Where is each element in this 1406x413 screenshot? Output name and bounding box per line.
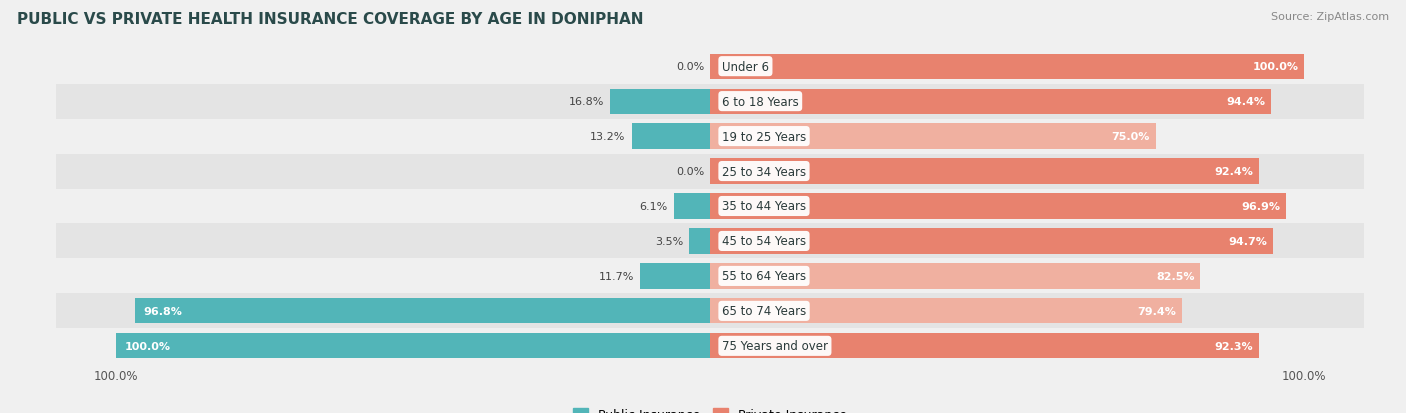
Bar bbox=[710, 229, 1272, 254]
Text: 75 Years and over: 75 Years and over bbox=[721, 339, 828, 352]
Text: 16.8%: 16.8% bbox=[569, 97, 605, 107]
Text: 19 to 25 Years: 19 to 25 Years bbox=[721, 130, 806, 143]
Bar bbox=[710, 124, 1156, 150]
Text: 65 to 74 Years: 65 to 74 Years bbox=[721, 305, 806, 318]
Bar bbox=[56, 294, 1364, 329]
Bar bbox=[710, 194, 1286, 219]
Bar bbox=[710, 299, 1182, 324]
Text: 11.7%: 11.7% bbox=[599, 271, 634, 281]
Bar bbox=[710, 263, 1201, 289]
Text: 75.0%: 75.0% bbox=[1112, 132, 1150, 142]
Bar bbox=[710, 333, 1258, 358]
Text: 79.4%: 79.4% bbox=[1137, 306, 1175, 316]
Bar bbox=[673, 194, 710, 219]
Bar bbox=[56, 84, 1364, 119]
Text: 6 to 18 Years: 6 to 18 Years bbox=[721, 95, 799, 108]
Text: 96.8%: 96.8% bbox=[143, 306, 183, 316]
Bar bbox=[56, 329, 1364, 363]
Text: 0.0%: 0.0% bbox=[676, 166, 704, 177]
Bar bbox=[56, 154, 1364, 189]
Text: 3.5%: 3.5% bbox=[655, 236, 683, 247]
Bar bbox=[710, 159, 1260, 184]
Text: 13.2%: 13.2% bbox=[591, 132, 626, 142]
Bar bbox=[610, 89, 710, 114]
Text: 0.0%: 0.0% bbox=[676, 62, 704, 72]
Text: Source: ZipAtlas.com: Source: ZipAtlas.com bbox=[1271, 12, 1389, 22]
Text: 94.4%: 94.4% bbox=[1226, 97, 1265, 107]
Bar bbox=[710, 55, 1305, 80]
Text: 96.9%: 96.9% bbox=[1241, 202, 1279, 211]
Bar bbox=[710, 89, 1271, 114]
Bar bbox=[689, 229, 710, 254]
Text: 45 to 54 Years: 45 to 54 Years bbox=[721, 235, 806, 248]
Bar bbox=[135, 299, 710, 324]
Text: 6.1%: 6.1% bbox=[640, 202, 668, 211]
Bar bbox=[641, 263, 710, 289]
Legend: Public Insurance, Private Insurance: Public Insurance, Private Insurance bbox=[568, 404, 852, 413]
Bar bbox=[56, 224, 1364, 259]
Bar bbox=[56, 50, 1364, 84]
Text: 82.5%: 82.5% bbox=[1156, 271, 1195, 281]
Bar bbox=[115, 333, 710, 358]
Bar bbox=[56, 259, 1364, 294]
Text: 55 to 64 Years: 55 to 64 Years bbox=[721, 270, 806, 283]
Text: 92.4%: 92.4% bbox=[1215, 166, 1253, 177]
Bar bbox=[56, 119, 1364, 154]
Text: 25 to 34 Years: 25 to 34 Years bbox=[721, 165, 806, 178]
Text: Under 6: Under 6 bbox=[721, 61, 769, 74]
Bar bbox=[631, 124, 710, 150]
Text: 35 to 44 Years: 35 to 44 Years bbox=[721, 200, 806, 213]
Text: 100.0%: 100.0% bbox=[1253, 62, 1298, 72]
Text: PUBLIC VS PRIVATE HEALTH INSURANCE COVERAGE BY AGE IN DONIPHAN: PUBLIC VS PRIVATE HEALTH INSURANCE COVER… bbox=[17, 12, 644, 27]
Bar bbox=[56, 189, 1364, 224]
Text: 94.7%: 94.7% bbox=[1227, 236, 1267, 247]
Text: 92.3%: 92.3% bbox=[1213, 341, 1253, 351]
Text: 100.0%: 100.0% bbox=[125, 341, 170, 351]
